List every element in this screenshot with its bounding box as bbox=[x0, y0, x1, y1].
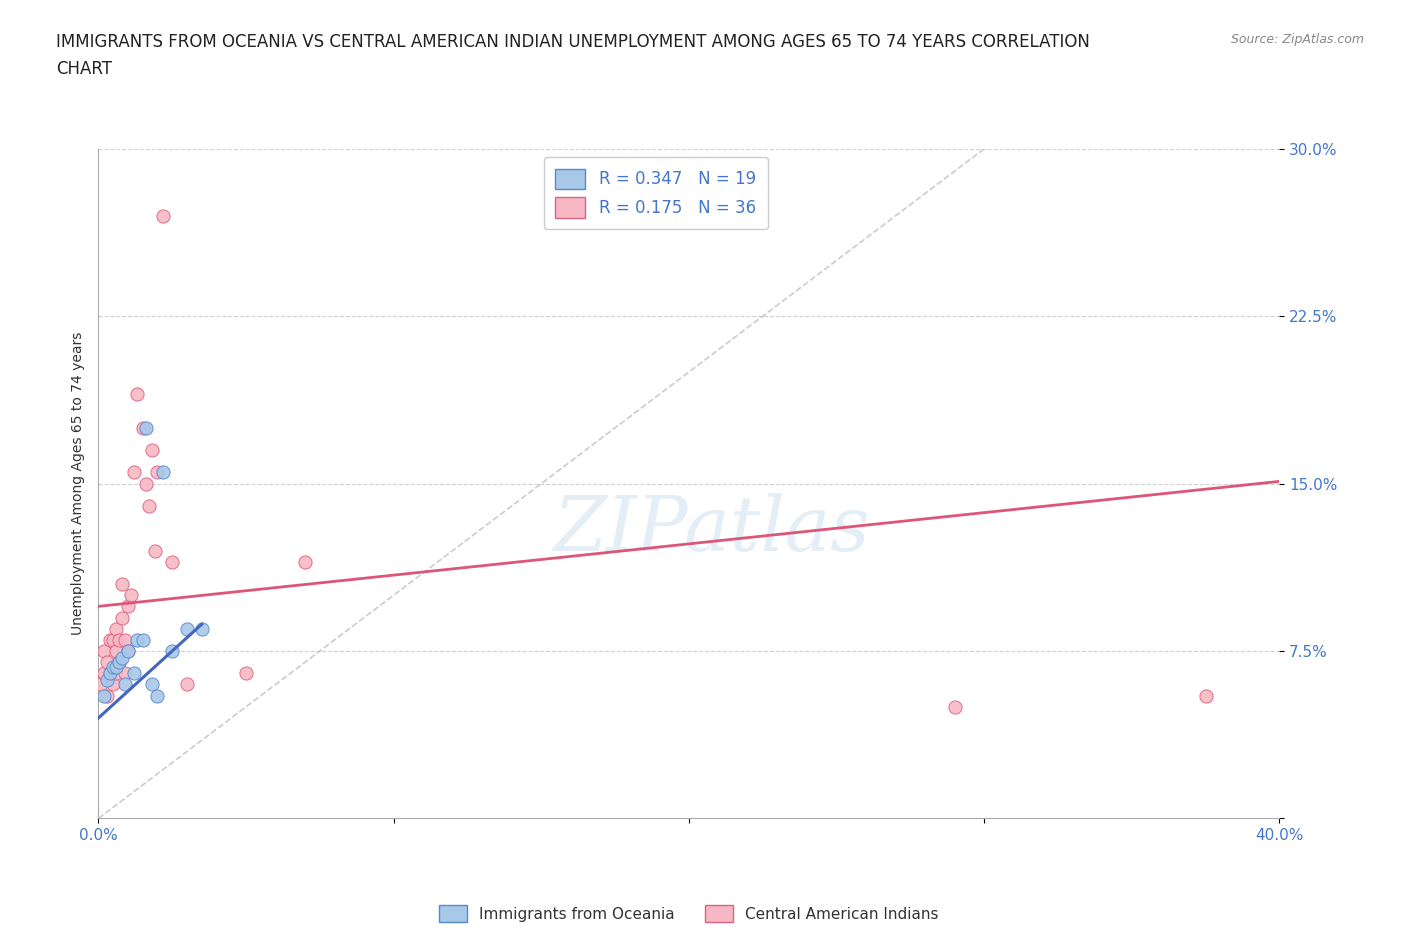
Point bbox=[111, 610, 134, 625]
Point bbox=[191, 621, 214, 636]
Point bbox=[117, 644, 139, 658]
Point bbox=[125, 632, 148, 647]
Point bbox=[162, 644, 183, 658]
Point bbox=[105, 659, 128, 674]
Text: CHART: CHART bbox=[56, 60, 112, 78]
Point bbox=[146, 688, 169, 703]
Point bbox=[114, 666, 136, 681]
Point bbox=[98, 666, 121, 681]
Point bbox=[103, 659, 125, 674]
Point bbox=[138, 498, 160, 513]
Point bbox=[93, 688, 115, 703]
Point bbox=[176, 621, 198, 636]
Point bbox=[103, 677, 125, 692]
Point bbox=[117, 644, 139, 658]
Point bbox=[141, 443, 163, 458]
Point bbox=[152, 208, 174, 223]
Text: ZIPatlas: ZIPatlas bbox=[554, 494, 870, 567]
Point bbox=[108, 655, 131, 670]
Point bbox=[114, 632, 136, 647]
Point bbox=[135, 476, 157, 491]
Point bbox=[132, 420, 155, 435]
Point bbox=[120, 588, 142, 603]
Point bbox=[98, 632, 121, 647]
Point bbox=[108, 632, 131, 647]
Point bbox=[943, 699, 966, 714]
Point bbox=[294, 554, 316, 569]
Point bbox=[143, 543, 166, 558]
Point bbox=[1195, 688, 1218, 703]
Legend: Immigrants from Oceania, Central American Indians: Immigrants from Oceania, Central America… bbox=[433, 899, 945, 928]
Point bbox=[117, 599, 139, 614]
Point bbox=[111, 577, 134, 591]
Point bbox=[125, 387, 148, 402]
Point bbox=[122, 465, 145, 480]
Text: Source: ZipAtlas.com: Source: ZipAtlas.com bbox=[1230, 33, 1364, 46]
Point bbox=[111, 650, 134, 665]
Point bbox=[103, 632, 125, 647]
Point bbox=[132, 632, 155, 647]
Point bbox=[162, 554, 183, 569]
Point bbox=[235, 666, 257, 681]
Point bbox=[152, 465, 174, 480]
Point bbox=[96, 688, 118, 703]
Point bbox=[176, 677, 198, 692]
Point bbox=[114, 677, 136, 692]
Point bbox=[122, 666, 145, 681]
Point bbox=[105, 644, 128, 658]
Point bbox=[141, 677, 163, 692]
Point bbox=[96, 672, 118, 687]
Point bbox=[135, 420, 157, 435]
Point bbox=[93, 666, 115, 681]
Point bbox=[105, 666, 128, 681]
Point bbox=[105, 621, 128, 636]
Text: IMMIGRANTS FROM OCEANIA VS CENTRAL AMERICAN INDIAN UNEMPLOYMENT AMONG AGES 65 TO: IMMIGRANTS FROM OCEANIA VS CENTRAL AMERI… bbox=[56, 33, 1090, 50]
Point bbox=[96, 655, 118, 670]
Point bbox=[98, 666, 121, 681]
Point bbox=[146, 465, 169, 480]
Point bbox=[93, 644, 115, 658]
Y-axis label: Unemployment Among Ages 65 to 74 years: Unemployment Among Ages 65 to 74 years bbox=[70, 332, 84, 635]
Point bbox=[90, 677, 112, 692]
Point bbox=[108, 655, 131, 670]
